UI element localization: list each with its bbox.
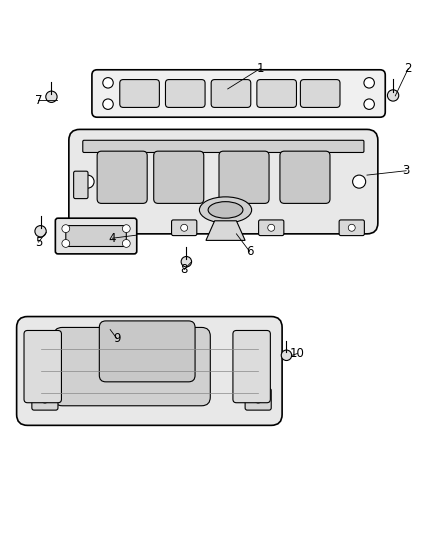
Circle shape <box>364 78 374 88</box>
Text: 4: 4 <box>109 232 116 245</box>
FancyBboxPatch shape <box>66 225 126 246</box>
FancyBboxPatch shape <box>82 220 108 236</box>
FancyBboxPatch shape <box>154 151 204 204</box>
FancyBboxPatch shape <box>245 389 271 410</box>
Circle shape <box>62 225 70 232</box>
Circle shape <box>364 99 374 109</box>
Circle shape <box>81 175 94 188</box>
FancyBboxPatch shape <box>280 151 330 204</box>
Circle shape <box>35 225 46 237</box>
FancyBboxPatch shape <box>233 330 270 403</box>
Circle shape <box>92 224 99 231</box>
FancyBboxPatch shape <box>97 151 147 204</box>
Circle shape <box>46 91 57 102</box>
Circle shape <box>122 225 130 232</box>
Circle shape <box>388 90 399 101</box>
Circle shape <box>62 239 70 247</box>
Ellipse shape <box>208 201 243 218</box>
FancyBboxPatch shape <box>17 317 282 425</box>
FancyBboxPatch shape <box>92 70 385 117</box>
Circle shape <box>103 78 113 88</box>
FancyBboxPatch shape <box>74 171 88 199</box>
FancyBboxPatch shape <box>53 327 210 406</box>
Circle shape <box>181 224 187 231</box>
Text: 9: 9 <box>113 332 120 345</box>
FancyBboxPatch shape <box>166 79 205 108</box>
Circle shape <box>353 175 366 188</box>
FancyBboxPatch shape <box>120 79 159 108</box>
Polygon shape <box>206 221 245 240</box>
Text: 10: 10 <box>290 347 305 360</box>
Text: 5: 5 <box>35 236 42 248</box>
Ellipse shape <box>199 197 252 223</box>
Circle shape <box>254 395 262 403</box>
FancyBboxPatch shape <box>258 220 284 236</box>
Text: 8: 8 <box>180 263 188 276</box>
FancyBboxPatch shape <box>32 389 58 410</box>
FancyBboxPatch shape <box>211 79 251 108</box>
Circle shape <box>348 224 355 231</box>
FancyBboxPatch shape <box>300 79 340 108</box>
Text: 3: 3 <box>403 164 410 177</box>
FancyBboxPatch shape <box>69 130 378 234</box>
FancyBboxPatch shape <box>99 321 195 382</box>
FancyBboxPatch shape <box>55 218 137 254</box>
Circle shape <box>41 395 49 403</box>
FancyBboxPatch shape <box>24 330 61 403</box>
FancyBboxPatch shape <box>257 79 297 108</box>
Circle shape <box>268 224 275 231</box>
FancyBboxPatch shape <box>339 220 364 236</box>
Circle shape <box>281 350 292 360</box>
Circle shape <box>181 256 191 267</box>
FancyBboxPatch shape <box>83 140 364 152</box>
FancyBboxPatch shape <box>219 151 269 204</box>
Circle shape <box>103 99 113 109</box>
Text: 1: 1 <box>257 62 264 75</box>
Text: 2: 2 <box>405 62 412 75</box>
Circle shape <box>122 239 130 247</box>
Text: 7: 7 <box>35 94 42 107</box>
FancyBboxPatch shape <box>172 220 197 236</box>
Text: 6: 6 <box>246 245 253 258</box>
